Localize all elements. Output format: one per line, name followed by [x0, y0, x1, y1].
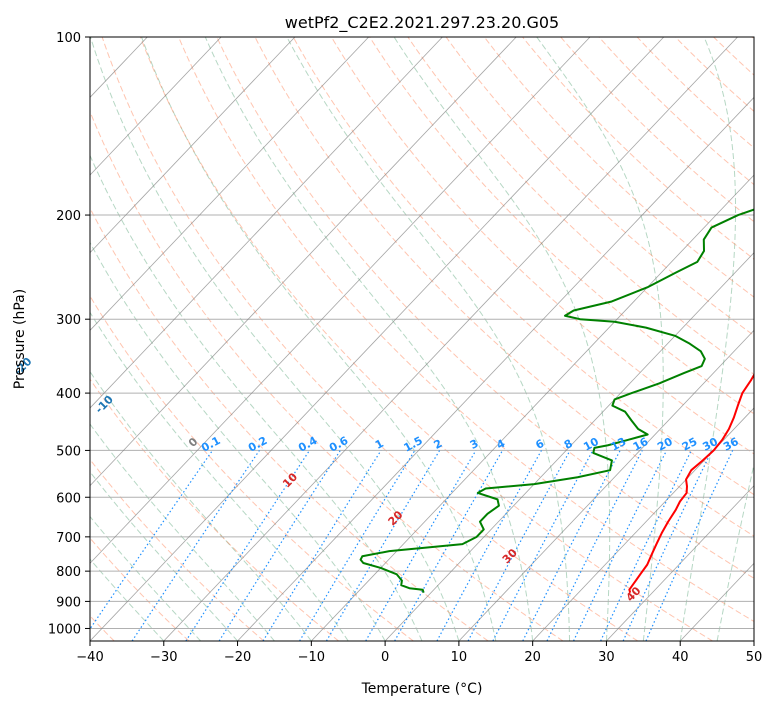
y-tick-label: 500 — [56, 444, 81, 459]
moist-adiabat-line — [141, 37, 497, 641]
mixing-ratio-line — [218, 450, 341, 641]
mixing-ratio-line — [522, 450, 621, 641]
y-tick-label: 600 — [56, 491, 81, 506]
y-tick-label: 800 — [56, 565, 81, 580]
x-tick-label: −30 — [150, 650, 177, 665]
x-tick-label: −20 — [224, 650, 251, 665]
plot-inner — [90, 37, 754, 641]
isotherm-line — [237, 96, 754, 641]
isotherm-line — [90, 37, 296, 254]
y-tick-label: 200 — [56, 209, 81, 224]
dry-adiabat-line — [178, 37, 754, 623]
y-axis-label: Pressure (hPa) — [12, 289, 28, 389]
mixing-ratio-line — [546, 450, 643, 641]
y-tick-label: 1000 — [48, 622, 81, 637]
mixing-ratio-line — [436, 450, 542, 641]
isobar-gridlines — [90, 37, 754, 629]
mixing-ratio-labels: 0.1 0.2 0.4 0.6 1 1.5 2 3 4 6 8 10 13 16 20 25 30 36 — [199, 434, 741, 455]
dry-adiabat-line — [369, 37, 754, 415]
y-axis-ticks: 100 200 300 400 500 600 700 800 900 1000 — [48, 31, 90, 637]
isotherm-line — [90, 37, 443, 409]
dry-adiabat-line — [90, 207, 489, 641]
chart-title: wetPf2_C2E2.2021.297.23.20.G05 — [285, 13, 559, 33]
dry-adiabat-line — [90, 110, 564, 641]
moist-adiabat-line — [716, 462, 754, 641]
x-tick-label: −40 — [76, 650, 103, 665]
moist-adiabat-line — [90, 311, 349, 641]
mixing-ratio-label: 20 — [655, 435, 675, 454]
y-tick-label: 100 — [56, 31, 81, 46]
moist-adiabat-line — [679, 37, 737, 641]
x-tick-label: 50 — [746, 650, 763, 665]
mixing-ratio-label: 13 — [609, 435, 629, 454]
x-tick-label: 40 — [672, 650, 689, 665]
moist-adiabat-line — [393, 37, 611, 641]
plot-area — [90, 37, 754, 641]
mixing-ratio-line — [131, 450, 260, 641]
x-axis-ticks: −40 −30 −20 −10 0 10 20 30 40 50 — [76, 641, 762, 665]
dry-adiabat-line — [445, 37, 754, 337]
mixing-ratio-label: 36 — [721, 435, 741, 454]
isotherm-line — [532, 407, 754, 641]
dry-adiabat-line — [216, 37, 754, 579]
x-tick-label: 30 — [598, 650, 615, 665]
x-tick-label: 10 — [451, 650, 468, 665]
isotherm-line — [90, 37, 665, 641]
y-tick-label: 900 — [56, 595, 81, 610]
temperature-profile-line — [628, 373, 754, 593]
moist-adiabat-line — [90, 241, 386, 641]
dry-adiabat-line — [330, 37, 754, 455]
moist-adiabat-line — [90, 370, 312, 641]
dry-adiabat-line — [254, 37, 754, 537]
isotherm-line — [606, 485, 754, 641]
plot-frame — [89, 36, 755, 642]
isotherm-line — [90, 37, 517, 487]
dry-adiabat-line — [483, 37, 754, 298]
x-tick-label: −10 — [298, 650, 325, 665]
moist-adiabat-line — [90, 154, 423, 641]
isotherm-line — [458, 329, 754, 641]
x-tick-label: 0 — [381, 650, 389, 665]
y-tick-label: 300 — [56, 313, 81, 328]
mixing-ratio-line — [185, 450, 310, 641]
dry-adiabat-line — [139, 37, 713, 641]
mixing-ratio-label: 10 — [581, 435, 601, 454]
isotherm-gridlines — [90, 37, 754, 641]
isotherm-line — [90, 37, 369, 331]
moist-adiabat-line — [90, 37, 460, 641]
isotherm-line — [90, 37, 222, 176]
mixing-ratio-line — [262, 450, 382, 641]
isotherm-line — [311, 174, 754, 641]
mixing-ratio-label: 30 — [700, 435, 720, 454]
moist-adiabat-line — [286, 37, 571, 641]
moist-adiabat-line — [536, 37, 664, 641]
mixing-ratio-label: 16 — [631, 435, 651, 454]
x-axis-label: Temperature (°C) — [361, 681, 483, 697]
isotherm-line — [163, 37, 738, 641]
dry-adiabat-line — [90, 458, 265, 641]
mixing-ratio-lines — [90, 450, 734, 641]
dry-adiabats — [90, 37, 754, 641]
x-tick-label: 20 — [524, 650, 541, 665]
isotherm-line — [90, 37, 591, 564]
dewpoint-profile-line — [359, 208, 754, 593]
y-tick-label: 700 — [56, 531, 81, 546]
mixing-ratio-label: 25 — [680, 435, 700, 454]
mixing-ratio-line — [645, 450, 734, 641]
profile-series — [359, 208, 754, 593]
mixing-ratio-line — [467, 450, 571, 641]
isotherm-line — [384, 252, 754, 641]
y-tick-label: 400 — [56, 387, 81, 402]
mixing-ratio-line — [90, 450, 213, 630]
dry-adiabat-line — [101, 37, 639, 641]
